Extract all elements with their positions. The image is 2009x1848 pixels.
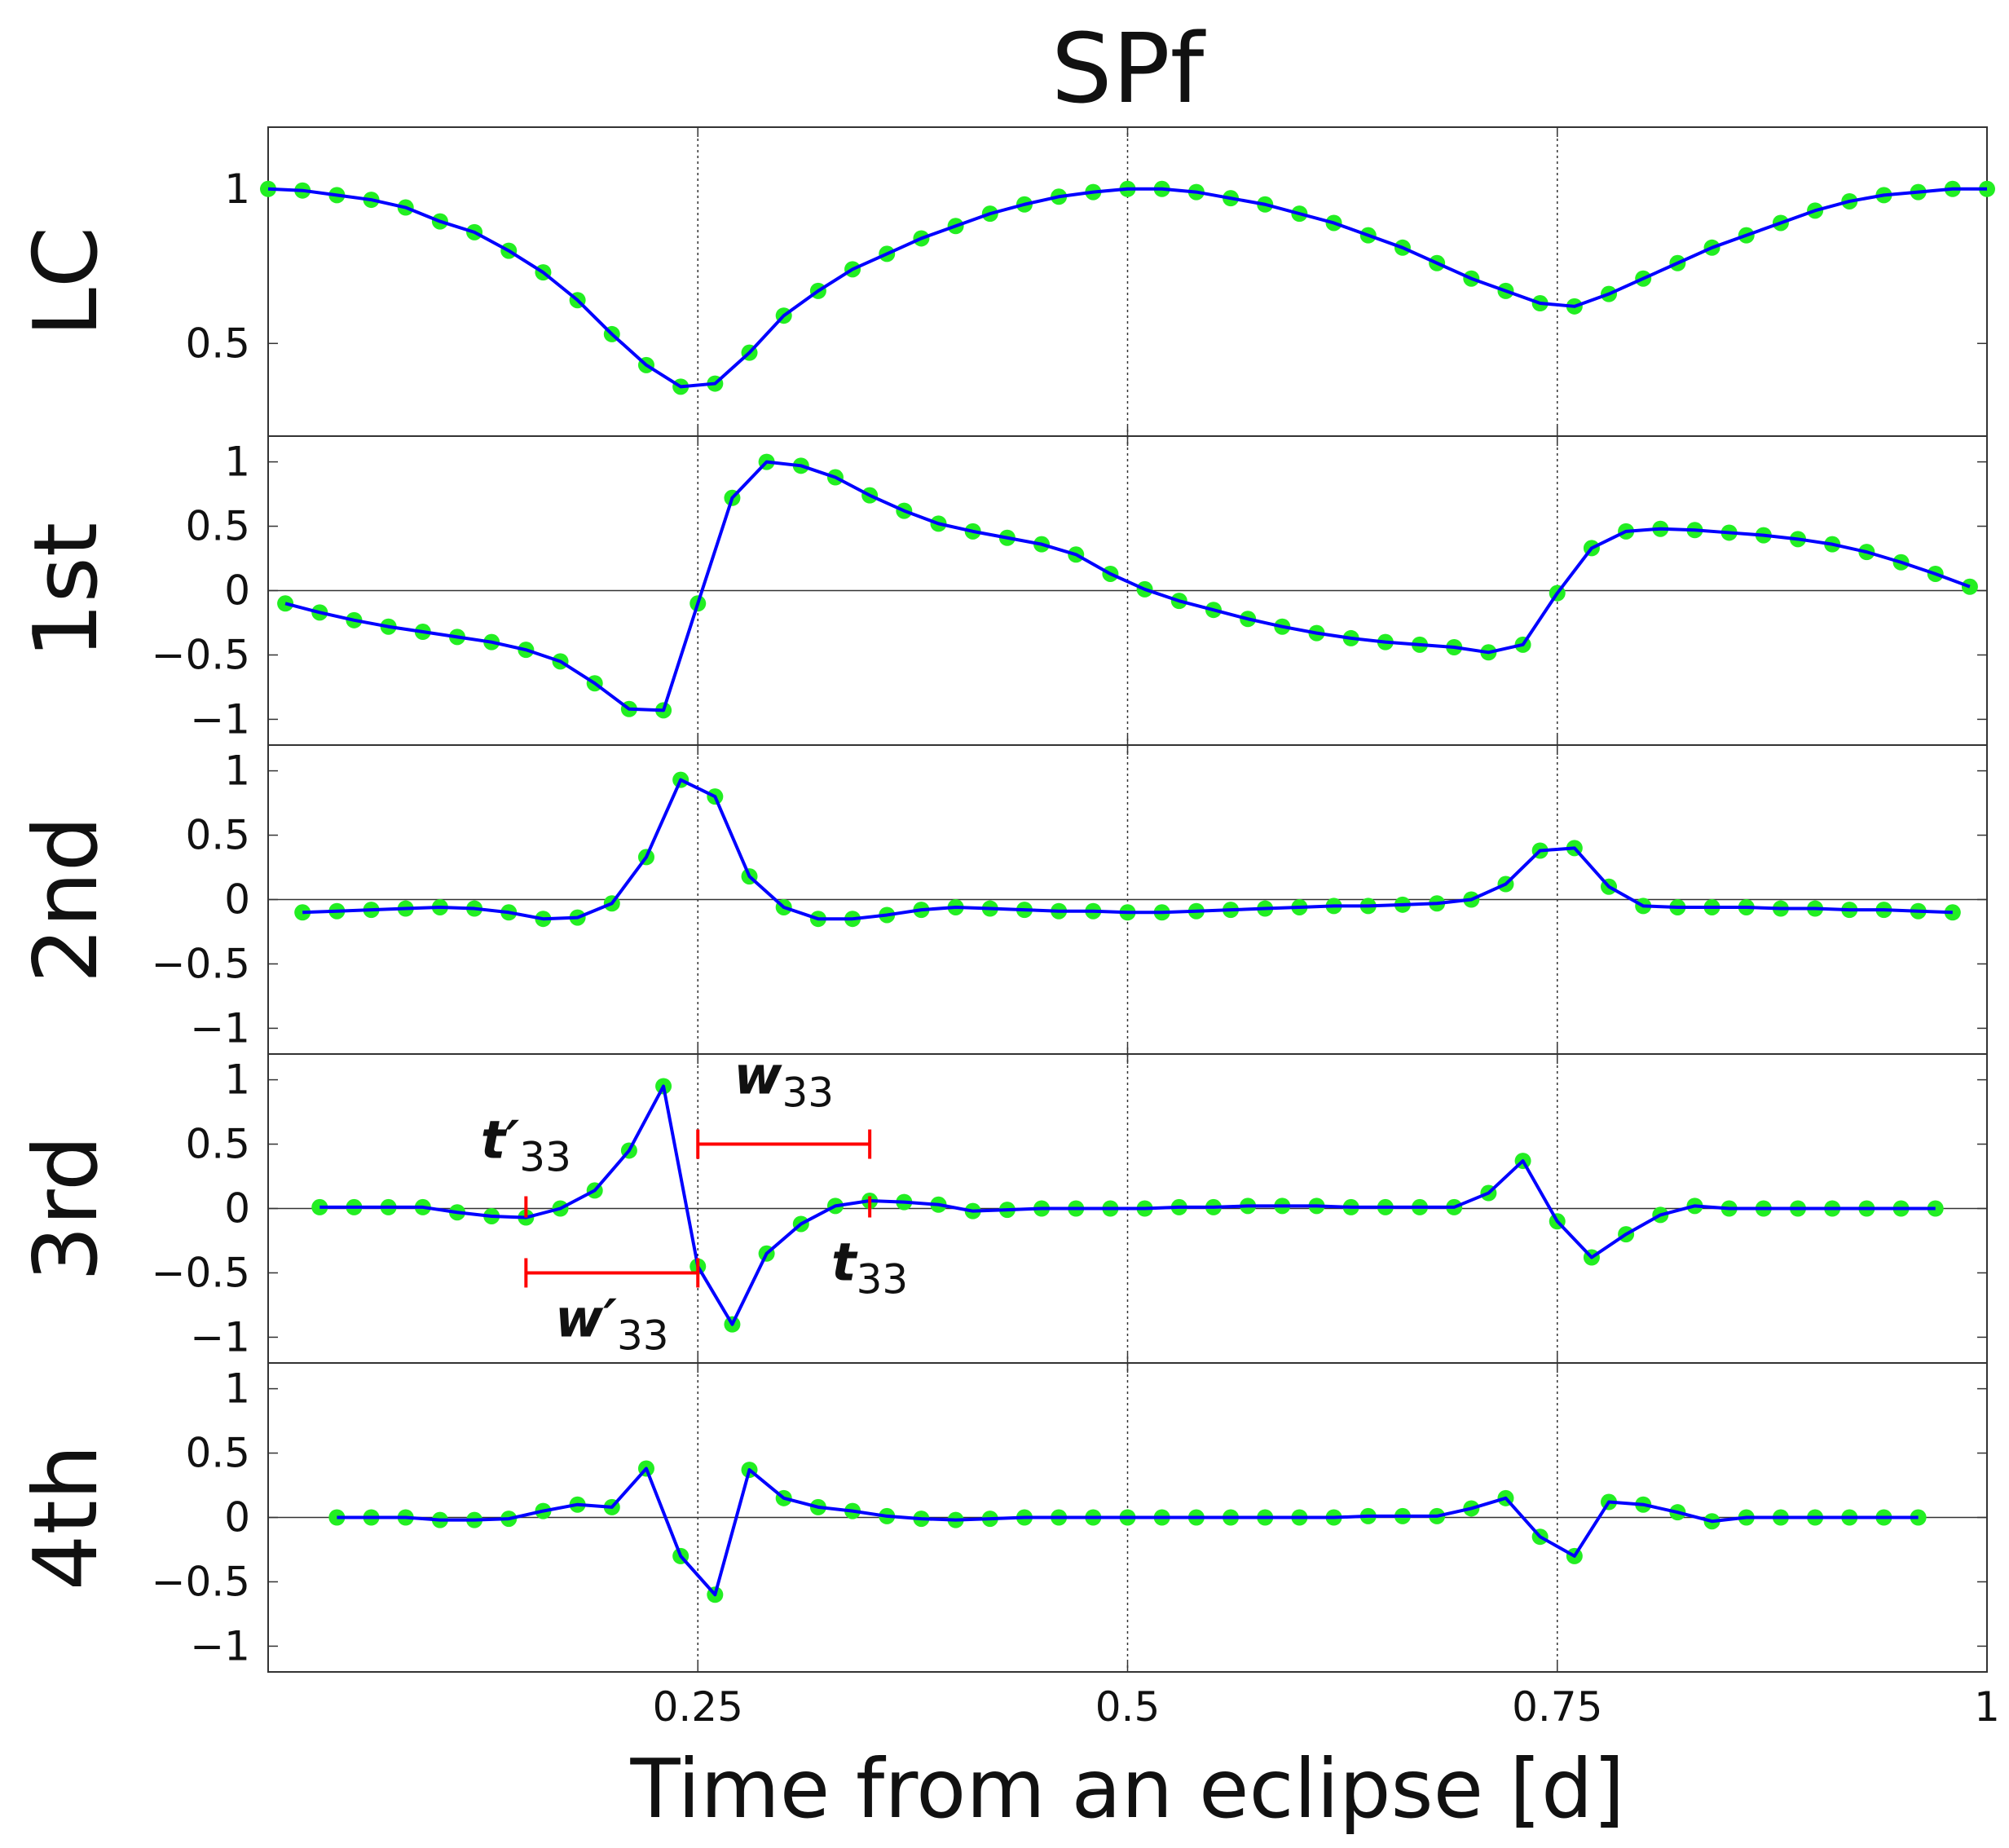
annotation-subscript: 33 [519, 1134, 571, 1181]
y-tick-label: −0.5 [152, 1558, 250, 1605]
annotation: w′33 [555, 1289, 669, 1359]
annotation-symbol: t [831, 1233, 858, 1294]
data-point [294, 904, 311, 921]
y-tick-label: 0 [224, 876, 250, 924]
y-tick-label: 0 [224, 1494, 250, 1541]
annotation: t33 [831, 1233, 908, 1303]
y-tick-label: 0.5 [185, 503, 250, 550]
y-tick-label: 0.5 [185, 1121, 250, 1168]
data-point [1944, 904, 1961, 921]
y-tick-label: 1 [224, 1056, 250, 1104]
annotation-symbol: t′ [481, 1111, 520, 1171]
y-tick-label: −1 [190, 1004, 250, 1052]
x-axis-label: Time from an eclipse [d] [630, 1741, 1625, 1837]
y-axis-label: LC [15, 227, 117, 337]
y-tick-label: 0 [224, 567, 250, 615]
y-tick-label: 1 [224, 439, 250, 486]
x-tick-label: 0.5 [1095, 1683, 1161, 1731]
y-tick-label: 1 [224, 165, 250, 213]
annotation: t′33 [481, 1111, 571, 1181]
y-tick-label: 0 [224, 1185, 250, 1233]
y-tick-label: 1 [224, 748, 250, 795]
data-line [337, 1466, 1919, 1597]
data-line [319, 1084, 1936, 1326]
annotation: w33 [734, 1047, 834, 1117]
y-axis-label: 3rd [15, 1136, 117, 1282]
y-tick-label: 0.5 [185, 320, 250, 367]
plot-frame [267, 1362, 1988, 1673]
y-tick-label: −1 [190, 1622, 250, 1669]
data-line [302, 778, 1953, 921]
data-line [267, 187, 1987, 389]
x-tick-label: 0.25 [653, 1683, 743, 1731]
data-point [1961, 578, 1978, 595]
y-tick-label: −0.5 [152, 940, 250, 987]
y-axis-label: 2nd [15, 816, 117, 984]
annotation-subscript: 33 [857, 1256, 909, 1303]
y-axis-label: 1st [15, 523, 117, 659]
data-line [284, 460, 1971, 712]
x-tick-label: 1 [1974, 1683, 2000, 1731]
chart-title: SPf [1051, 12, 1206, 125]
y-tick-label: 0.5 [185, 1430, 250, 1477]
annotation-subscript: 33 [617, 1312, 669, 1359]
y-tick-label: −0.5 [152, 631, 250, 678]
y-tick-label: 0.5 [185, 812, 250, 859]
y-axis-label: 4th [15, 1444, 117, 1591]
y-tick-label: −1 [190, 695, 250, 743]
y-tick-label: −1 [190, 1313, 250, 1361]
y-tick-label: 1 [224, 1365, 250, 1413]
y-tick-label: −0.5 [152, 1249, 250, 1296]
x-tick-label: 0.75 [1512, 1683, 1602, 1731]
annotation-subscript: 33 [782, 1070, 834, 1117]
annotation-symbol: w′ [555, 1289, 617, 1349]
annotation-symbol: w [734, 1047, 782, 1107]
